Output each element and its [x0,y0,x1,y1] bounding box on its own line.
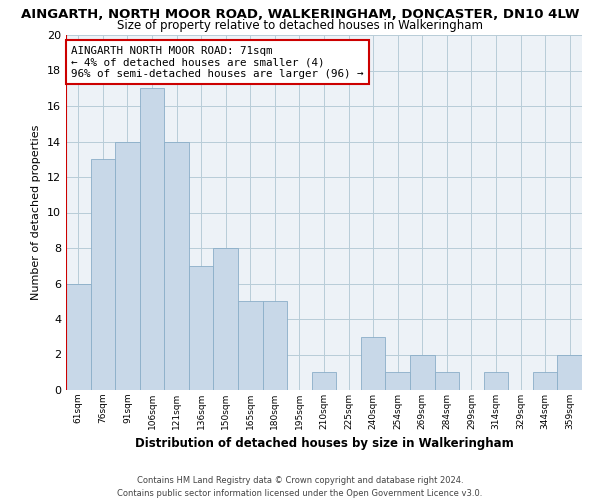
Text: AINGARTH NORTH MOOR ROAD: 71sqm
← 4% of detached houses are smaller (4)
96% of s: AINGARTH NORTH MOOR ROAD: 71sqm ← 4% of … [71,46,364,79]
Bar [410,354,434,390]
Text: Contains HM Land Registry data © Crown copyright and database right 2024.
Contai: Contains HM Land Registry data © Crown c… [118,476,482,498]
Bar [214,248,238,390]
Bar [312,372,336,390]
Bar [484,372,508,390]
X-axis label: Distribution of detached houses by size in Walkeringham: Distribution of detached houses by size … [134,438,514,450]
Y-axis label: Number of detached properties: Number of detached properties [31,125,41,300]
Bar [361,337,385,390]
Bar [238,301,263,390]
Bar [91,159,115,390]
Text: Size of property relative to detached houses in Walkeringham: Size of property relative to detached ho… [117,19,483,32]
Bar [115,142,140,390]
Bar [164,142,189,390]
Text: AINGARTH, NORTH MOOR ROAD, WALKERINGHAM, DONCASTER, DN10 4LW: AINGARTH, NORTH MOOR ROAD, WALKERINGHAM,… [21,8,579,20]
Bar [66,284,91,390]
Bar [434,372,459,390]
Bar [263,301,287,390]
Bar [533,372,557,390]
Bar [557,354,582,390]
Bar [189,266,214,390]
Bar [385,372,410,390]
Bar [140,88,164,390]
